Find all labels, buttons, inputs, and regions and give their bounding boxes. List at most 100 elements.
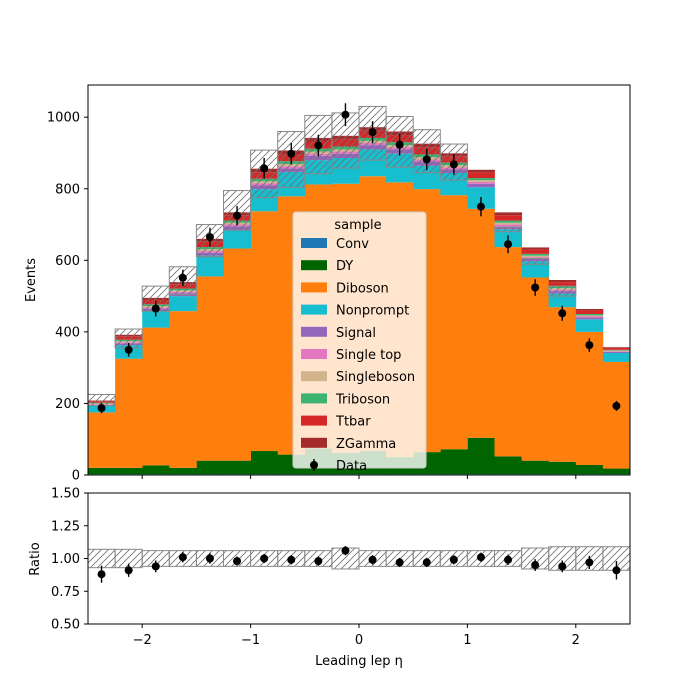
bar-diboson (494, 247, 522, 457)
legend-entry-zgamma: ZGamma (301, 437, 396, 452)
ratio-uncertainty-bin (88, 548, 116, 569)
ratio-point (97, 570, 106, 579)
bar-diboson (223, 248, 251, 461)
legend-entry-signal: Signal (301, 326, 376, 341)
data-point (151, 304, 160, 313)
y-tick-label: 200 (55, 397, 80, 412)
x-tick-label: 1 (463, 633, 471, 648)
ratio-point (585, 558, 594, 567)
bar-diboson (169, 311, 197, 468)
bar-single-top (467, 181, 495, 184)
legend-entry-dy: DY (301, 259, 353, 274)
ratio-point (151, 562, 160, 571)
legend-entry-conv: Conv (301, 237, 369, 252)
legend-swatch (301, 437, 327, 448)
bar-triboson (521, 253, 550, 256)
bar-diboson (440, 195, 468, 450)
bar-singleboson (575, 315, 604, 317)
ratio-point (395, 558, 404, 567)
bar-diboson (196, 276, 224, 461)
ratio-point (260, 554, 269, 563)
bar-signal (467, 183, 495, 188)
data-point (341, 110, 350, 119)
legend-label: Diboson (336, 281, 389, 296)
ratio-point (287, 555, 296, 564)
bar-dy (575, 464, 604, 475)
data-point (260, 164, 269, 173)
ratio-uncertainty-band (88, 546, 630, 571)
ratio-point (612, 566, 621, 575)
bar-diboson (467, 208, 495, 438)
ratio-point (314, 557, 323, 566)
ratio-y-tick-label: 1.00 (51, 552, 80, 567)
bar-dy (467, 437, 495, 475)
uncertainty-bin (548, 285, 577, 297)
bar-zgamma (467, 169, 495, 173)
legend-label: Nonprompt (336, 304, 409, 319)
data-point (97, 404, 106, 413)
ratio-point (531, 561, 540, 570)
legend-swatch (301, 415, 327, 426)
x-axis-label: Leading lep η (315, 654, 403, 669)
legend-swatch (301, 349, 327, 359)
bar-dy (142, 465, 170, 475)
bar-nonprompt (196, 255, 224, 277)
ratio-point (205, 554, 214, 563)
bar-dy (223, 460, 251, 475)
data-point (558, 309, 567, 318)
ratio-y-ticks: 0.50 0.75 1.00 1.25 1.50 (51, 487, 88, 633)
bar-zgamma (521, 247, 550, 250)
bar-nonprompt (521, 261, 550, 278)
legend-entry-diboson: Diboson (301, 281, 389, 296)
y-tick-label: 400 (55, 325, 80, 340)
ratio-point (233, 557, 242, 566)
bar-ttbar (494, 215, 522, 221)
ratio-point (422, 558, 431, 567)
x-tick-label: −2 (133, 633, 152, 648)
legend-entry-ttbar: Ttbar (301, 415, 371, 430)
bar-dy (440, 449, 468, 475)
legend-label: Triboson (335, 392, 390, 407)
legend-label: Ttbar (335, 415, 371, 430)
bar-nonprompt (142, 311, 170, 328)
data-point (205, 233, 214, 242)
data-point (585, 341, 594, 350)
legend-entry-triboson: Triboson (301, 392, 390, 407)
bar-ttbar (548, 282, 577, 287)
bar-ttbar (467, 172, 495, 179)
bar-diboson (250, 211, 279, 452)
data-point (531, 283, 540, 292)
bar-nonprompt (223, 229, 251, 249)
bar-singleboson (602, 350, 630, 352)
legend-swatch (301, 238, 327, 248)
bar-dy (548, 461, 577, 475)
ratio-point (449, 555, 458, 564)
x-tick-label: 0 (355, 633, 363, 648)
legend-frame (292, 211, 427, 469)
data-point (504, 240, 513, 249)
bar-single-top (602, 351, 630, 352)
bar-nonprompt (169, 296, 197, 312)
legend-entry-nonprompt: Nonprompt (301, 304, 409, 319)
bar-triboson (467, 178, 495, 181)
ratio-point (476, 553, 485, 562)
ratio-y-tick-label: 1.50 (51, 487, 80, 502)
bar-nonprompt (575, 319, 604, 332)
main-y-ticks: 0 200 400 600 800 1000 (47, 111, 88, 484)
main-x-ticks (141, 475, 577, 479)
ratio-x-ticks: −2 −1 0 1 2 (133, 624, 580, 648)
bar-diboson (115, 358, 143, 468)
ratio-point (124, 566, 133, 575)
legend-label: Singleboson (336, 370, 415, 385)
legend-swatch (301, 393, 327, 404)
ratio-point (178, 553, 187, 562)
data-point (395, 140, 404, 149)
legend-entry-data: Data (310, 459, 367, 474)
legend-entries: Conv DY Diboson Nonprompt Signal Single top Si… (301, 237, 415, 474)
ratio-y-tick-label: 0.75 (51, 585, 80, 600)
bar-dy (88, 467, 116, 475)
ratio-point (341, 546, 350, 555)
bar-diboson (602, 361, 630, 469)
data-point (422, 155, 431, 164)
